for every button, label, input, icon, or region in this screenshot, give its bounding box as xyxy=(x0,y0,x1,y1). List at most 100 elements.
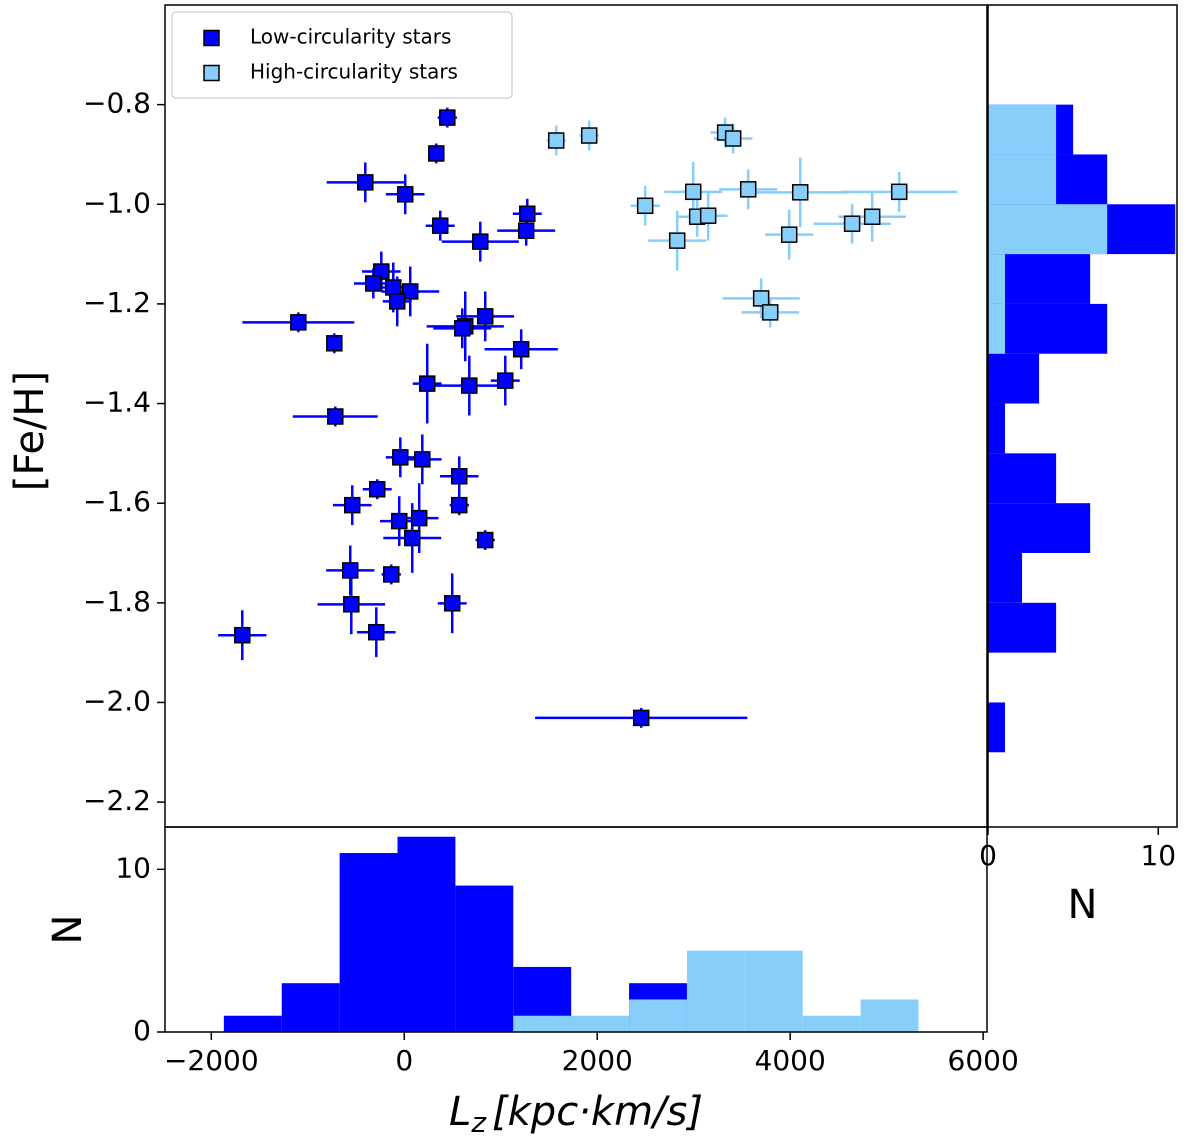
x-axis-label-part: z xyxy=(470,1106,487,1139)
data-point xyxy=(724,130,742,147)
data-point xyxy=(791,184,809,201)
histogram-bar xyxy=(988,553,1023,603)
data-point xyxy=(454,320,471,337)
y-axis-label: [Fe/H] xyxy=(7,371,53,491)
y-tick-label: −1.6 xyxy=(83,485,151,518)
legend-label: Low-circularity stars xyxy=(250,25,451,49)
data-point xyxy=(388,293,406,310)
data-point xyxy=(497,372,514,389)
data-point xyxy=(401,283,419,300)
histogram-bar xyxy=(988,453,1057,504)
histogram-bar xyxy=(988,403,1006,454)
data-point xyxy=(341,562,359,579)
x-axis-label: Lz [kpc·km/s] xyxy=(449,1089,703,1139)
histogram-bar xyxy=(513,1015,572,1032)
histogram-bar xyxy=(397,836,456,1032)
data-point xyxy=(752,290,770,307)
histogram-bar xyxy=(988,303,1108,354)
data-point xyxy=(365,275,382,292)
histogram-bar xyxy=(455,885,514,1032)
data-point xyxy=(369,480,386,498)
data-point xyxy=(327,408,344,425)
data-point xyxy=(684,183,702,201)
x-tick-label: 10 xyxy=(1140,839,1176,872)
legend-label: High-circularity stars xyxy=(250,60,458,84)
data-point xyxy=(519,205,536,222)
x-tick-label: 6000 xyxy=(948,1044,1019,1077)
histogram-bar xyxy=(744,950,803,1032)
histogram-bar xyxy=(629,999,687,1032)
histogram-bar xyxy=(988,204,1108,255)
histogram-bar xyxy=(988,353,1040,404)
data-point xyxy=(396,186,414,203)
data-point xyxy=(699,207,717,224)
x-tick-label: 0 xyxy=(979,839,997,872)
y-tick-label: −2.0 xyxy=(83,684,151,717)
data-point xyxy=(343,596,360,613)
plot-frame xyxy=(987,4,1178,828)
data-point xyxy=(439,109,456,126)
y-tick-label: −0.8 xyxy=(83,87,151,120)
legend: Low-circularity stars High-circularity st… xyxy=(171,11,513,99)
data-point xyxy=(780,226,798,243)
data-point xyxy=(443,595,461,612)
histogram-bar xyxy=(860,999,919,1032)
data-point xyxy=(234,626,251,644)
histogram-bar xyxy=(571,1015,630,1032)
y-tick-label: −1.0 xyxy=(83,186,151,219)
data-point xyxy=(632,709,650,727)
x-axis-label-part: [kpc·km/s] xyxy=(492,1089,703,1135)
data-point xyxy=(512,340,530,358)
x-tick-label: 0 xyxy=(395,1044,413,1077)
data-point xyxy=(461,377,478,394)
legend-marker xyxy=(203,64,220,82)
histogram-bar xyxy=(339,853,398,1032)
data-point xyxy=(391,512,408,530)
y-tick-label: −1.4 xyxy=(83,386,151,419)
x-axis-label: N xyxy=(1068,882,1098,928)
x-tick-label: 2000 xyxy=(562,1044,633,1077)
data-point xyxy=(472,233,489,250)
y-axis-label: N xyxy=(45,915,91,945)
data-point xyxy=(385,279,402,296)
plot-frame xyxy=(164,826,988,1033)
data-point xyxy=(547,132,565,149)
x-tick-label: −2000 xyxy=(164,1044,259,1077)
data-point xyxy=(357,174,374,191)
x-axis-label-part: L xyxy=(449,1089,471,1135)
y-tick-label: 10 xyxy=(115,851,151,884)
data-point xyxy=(761,304,779,321)
data-point xyxy=(344,496,361,514)
data-point xyxy=(414,451,431,468)
histogram-bar xyxy=(988,254,1006,304)
histogram-bar xyxy=(988,303,1006,354)
data-point xyxy=(368,623,385,641)
data-point xyxy=(580,127,598,144)
plot-frame xyxy=(164,4,988,828)
data-point xyxy=(476,308,494,325)
data-point xyxy=(418,375,436,392)
y-tick-label: −2.2 xyxy=(83,784,151,817)
data-point xyxy=(890,183,908,201)
data-point xyxy=(290,314,307,331)
y-tick-label: −1.8 xyxy=(83,585,151,618)
histogram-bar xyxy=(988,104,1057,155)
histogram-bar xyxy=(281,983,340,1032)
data-point xyxy=(843,215,861,232)
legend-box xyxy=(171,11,513,99)
data-point xyxy=(451,468,468,485)
x-tick-label: 4000 xyxy=(755,1044,826,1077)
histogram-bar xyxy=(988,503,1091,553)
data-point xyxy=(517,222,535,239)
data-point xyxy=(668,232,686,249)
histogram-bar xyxy=(988,154,1057,205)
data-point xyxy=(428,145,445,162)
data-point xyxy=(451,496,468,514)
histogram-bar xyxy=(223,1015,282,1032)
data-point xyxy=(476,531,494,549)
legend-marker xyxy=(203,29,220,47)
data-point xyxy=(382,566,400,583)
data-point xyxy=(863,208,881,225)
y-tick-label: −1.2 xyxy=(83,286,151,319)
